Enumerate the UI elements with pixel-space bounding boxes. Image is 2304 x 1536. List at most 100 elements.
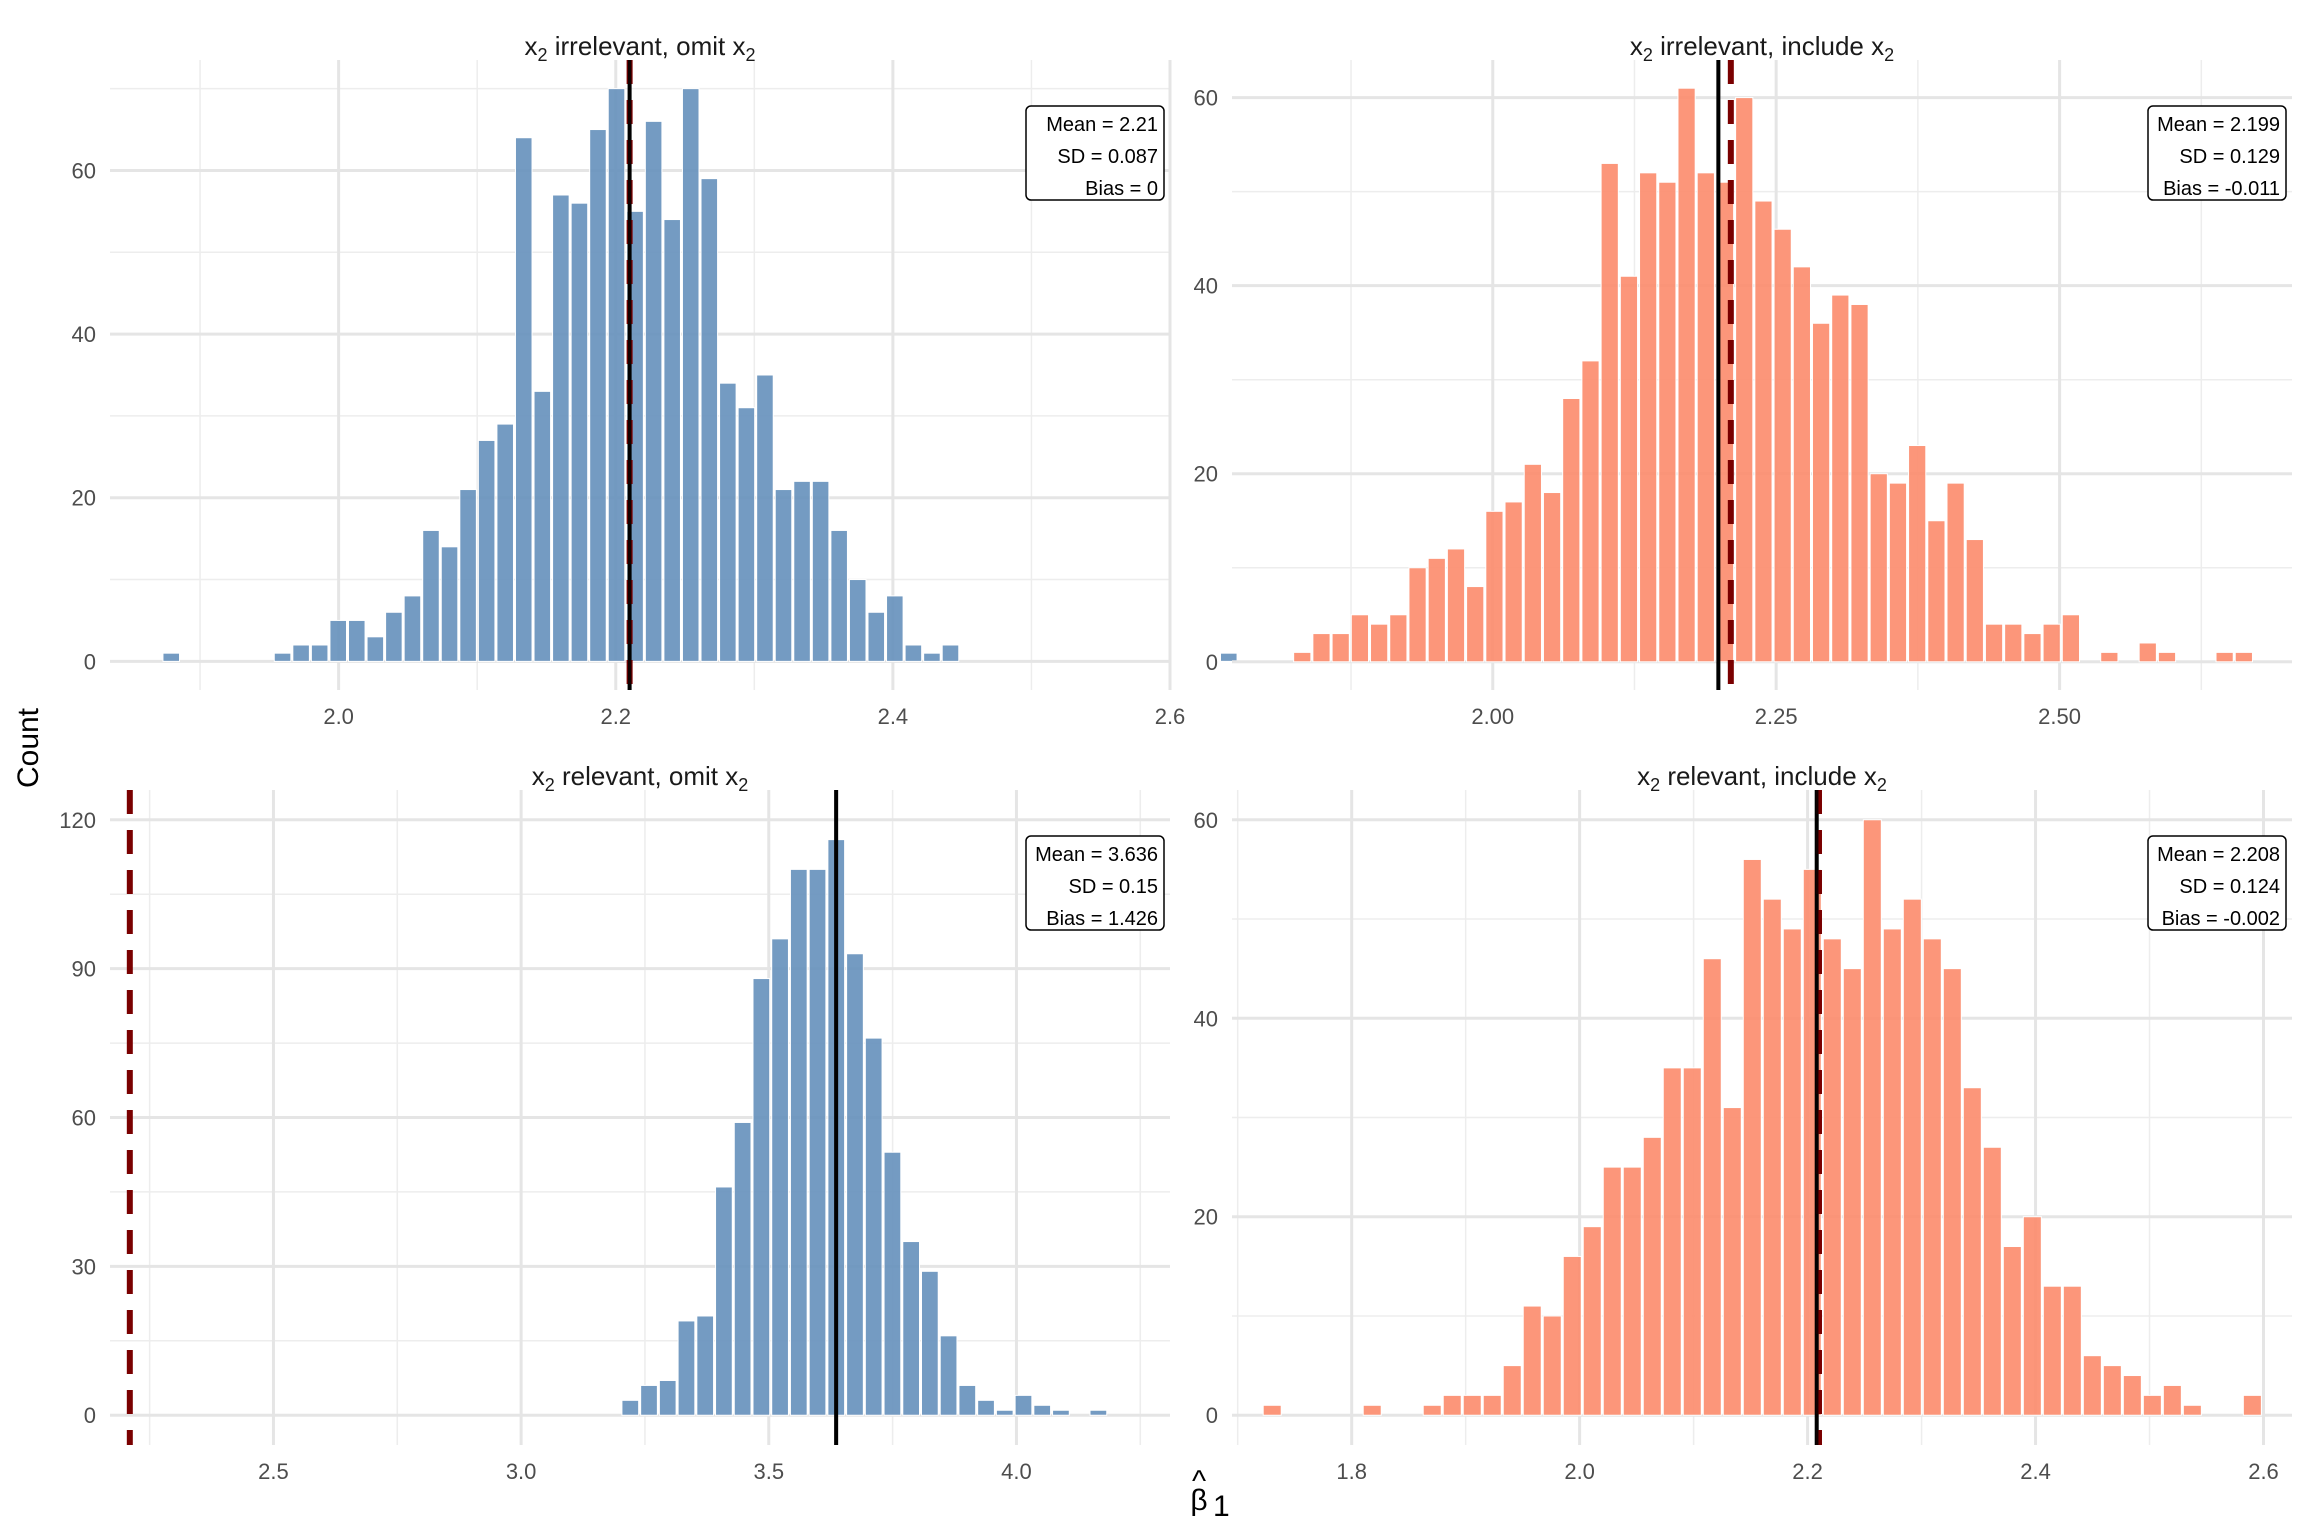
x-tick-label: 2.00 xyxy=(1471,704,1514,729)
histogram-bar xyxy=(2004,623,2023,663)
histogram-bar xyxy=(774,489,793,662)
histogram-bar xyxy=(366,636,385,662)
x-tick-label: 2.2 xyxy=(1792,1459,1823,1484)
histogram-bar xyxy=(811,480,830,662)
x-tick-label: 2.25 xyxy=(1755,704,1798,729)
histogram-bar xyxy=(496,423,514,662)
histogram-bar xyxy=(1696,172,1715,663)
stat-sd: SD = 0.124 xyxy=(2179,876,2280,898)
x-tick-label: 3.5 xyxy=(753,1459,784,1484)
histogram-bar xyxy=(2023,633,2042,663)
title-subscript: 2 xyxy=(745,45,755,65)
y-tick-label: 30 xyxy=(72,1254,96,1279)
title-text: relevant, include x xyxy=(1660,761,1877,791)
x-axis-title-hat: ^ xyxy=(1192,1465,1206,1498)
histogram-bar xyxy=(1677,87,1696,663)
stats-box xyxy=(2147,105,2287,201)
histogram-bar xyxy=(607,88,626,662)
histogram-bar xyxy=(1722,1107,1742,1416)
histogram-bar xyxy=(1581,360,1600,663)
x-tick-label: 2.6 xyxy=(1155,704,1186,729)
histogram-bar xyxy=(422,529,440,662)
histogram-bar xyxy=(2042,623,2061,663)
histogram-bar xyxy=(1482,1394,1502,1416)
histogram-bar xyxy=(2234,651,2253,663)
histogram-bar xyxy=(830,529,848,662)
y-tick-label: 90 xyxy=(72,957,96,982)
x-axis-title-symbol: β xyxy=(1190,1484,1207,1517)
x-tick-label: 2.4 xyxy=(878,704,909,729)
histogram-bar xyxy=(1762,898,1782,1416)
histogram-bar xyxy=(681,88,700,662)
histogram-bar xyxy=(1902,898,1922,1416)
histogram-bar xyxy=(570,202,589,662)
histogram-bar xyxy=(1658,181,1677,663)
histogram-bar xyxy=(1831,294,1850,663)
histogram-bar xyxy=(2002,1246,2022,1416)
x-tick-label: 4.0 xyxy=(1001,1459,1032,1484)
stat-mean: Mean = 2.21 xyxy=(1046,114,1158,136)
histogram-bar xyxy=(1582,1226,1602,1416)
histogram-bar xyxy=(385,611,403,662)
histogram-bar xyxy=(677,1320,696,1416)
histogram-bar xyxy=(1888,482,1908,663)
stat-sd: SD = 0.129 xyxy=(2179,146,2280,168)
histogram-bar xyxy=(939,1335,958,1416)
histogram-bar xyxy=(1850,303,1869,663)
histogram-bar xyxy=(1462,1394,1482,1416)
histogram-bar xyxy=(1562,1255,1582,1416)
histogram-bar xyxy=(2022,1216,2042,1416)
y-tick-label: 0 xyxy=(1206,1403,1218,1428)
histogram-bar xyxy=(658,1379,677,1416)
histogram-bar xyxy=(1362,1404,1382,1416)
histogram-bar xyxy=(864,1037,883,1416)
title-subscript: 2 xyxy=(1877,775,1887,795)
y-tick-label: 120 xyxy=(59,808,96,833)
histogram-bar xyxy=(2162,1384,2182,1416)
histogram-bar xyxy=(1446,548,1466,663)
y-tick-label: 20 xyxy=(1194,462,1218,487)
histogram-bar xyxy=(1735,97,1754,663)
histogram-bar xyxy=(1982,1146,2002,1416)
histogram-bar xyxy=(1619,275,1639,663)
histogram-bar xyxy=(1773,228,1792,663)
title-subscript: 2 xyxy=(1643,45,1653,65)
histogram-bar xyxy=(771,938,789,1416)
stat-sd: SD = 0.087 xyxy=(1057,146,1158,168)
y-tick-label: 0 xyxy=(84,649,96,674)
histogram-bar xyxy=(1927,520,1946,663)
x-tick-label: 1.8 xyxy=(1336,1459,1367,1484)
histogram-bar xyxy=(1370,623,1389,663)
title-text: relevant, omit x xyxy=(555,761,739,791)
histogram-bar xyxy=(1662,1067,1682,1416)
x-tick-label: 2.5 xyxy=(258,1459,289,1484)
histogram-bar xyxy=(1622,1166,1642,1416)
stat-sd: SD = 0.15 xyxy=(1068,876,1158,898)
histogram-bar xyxy=(1600,162,1619,663)
histogram-bar xyxy=(2142,1394,2162,1416)
panel-title: x2 relevant, omit x2 xyxy=(532,761,749,795)
histogram-bar xyxy=(1504,501,1523,663)
y-tick-label: 20 xyxy=(1194,1205,1218,1230)
histogram-bar xyxy=(1502,1365,1522,1416)
histogram-bar xyxy=(2182,1404,2202,1416)
title-text: x xyxy=(1630,31,1643,61)
histogram-bar xyxy=(733,1121,752,1416)
y-tick-label: 20 xyxy=(72,486,96,511)
stat-bias: Bias = -0.011 xyxy=(2163,178,2280,200)
histogram-bar xyxy=(2215,651,2234,663)
histogram-bar xyxy=(1639,172,1658,663)
histogram-bar xyxy=(883,1151,902,1416)
histogram-bar xyxy=(1942,968,1962,1416)
histogram-bar xyxy=(846,953,864,1416)
histogram-bar xyxy=(1014,1394,1033,1416)
stat-mean: Mean = 2.208 xyxy=(2157,844,2280,866)
title-text: irrelevant, omit x xyxy=(548,31,746,61)
histogram-bar xyxy=(533,390,552,662)
histogram-bar xyxy=(1682,1067,1702,1416)
histogram-bar xyxy=(2062,1285,2082,1416)
histogram-bar xyxy=(310,644,329,662)
histogram-bar xyxy=(292,644,310,662)
histogram-bar xyxy=(1702,958,1722,1416)
